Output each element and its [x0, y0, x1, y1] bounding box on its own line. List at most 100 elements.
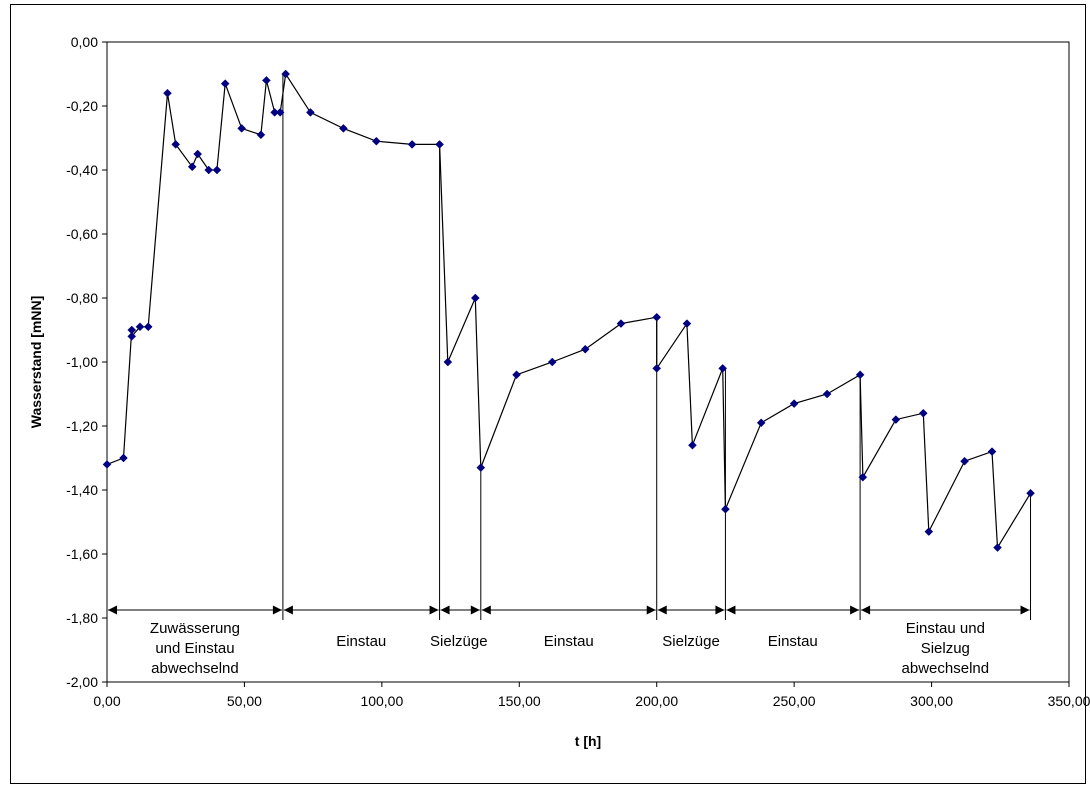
- data-point: [212, 165, 222, 175]
- arrow-head: [1020, 605, 1030, 615]
- y-tick-label: -1,40: [66, 482, 98, 498]
- data-point: [256, 130, 266, 140]
- data-point: [512, 370, 521, 380]
- plot-area: [106, 41, 1070, 683]
- arrow-head: [108, 605, 117, 615]
- data-point: [237, 124, 247, 133]
- arrow-head: [726, 605, 736, 615]
- data-point: [435, 140, 444, 149]
- arrow-head: [470, 605, 480, 615]
- data-point: [372, 136, 381, 146]
- y-tick-label: -0,40: [66, 162, 98, 178]
- x-tick-label: 200,00: [635, 693, 678, 709]
- phase-label: Einstau: [336, 633, 386, 650]
- data-point: [688, 440, 697, 450]
- data-point: [547, 357, 557, 367]
- data-point: [993, 543, 1002, 552]
- y-tick-label: -1,80: [66, 610, 98, 626]
- data-point: [924, 527, 934, 536]
- data-point: [789, 399, 799, 408]
- arrow-head: [481, 605, 491, 615]
- series-line: [106, 72, 1032, 550]
- data-point: [1026, 488, 1035, 498]
- arrow-head: [850, 605, 860, 615]
- data-point: [127, 332, 137, 341]
- data-point: [163, 88, 172, 98]
- x-axis-title: t [h]: [575, 733, 601, 749]
- data-point: [718, 364, 728, 373]
- arrow-head: [861, 605, 871, 615]
- y-tick-label: -2,00: [66, 674, 98, 690]
- data-point: [721, 504, 730, 514]
- y-tick-label: -0,80: [66, 290, 98, 306]
- y-tick-label: -0,20: [66, 98, 98, 114]
- data-point: [960, 456, 969, 466]
- x-tick-label: 250,00: [773, 693, 816, 709]
- phase-label: und Einstau: [155, 640, 234, 657]
- data-point: [652, 312, 662, 322]
- phase-annotations: Zuwässerung und Einstau abwechselnd Einstau…: [106, 74, 1032, 677]
- arrow-head: [272, 605, 282, 615]
- data-point: [682, 319, 692, 328]
- data-point: [275, 108, 285, 117]
- phase-label: abwechselnd: [151, 660, 239, 677]
- data-point: [281, 69, 291, 79]
- y-tick-label: -1,00: [66, 354, 98, 370]
- x-tick-label: 0,00: [93, 693, 120, 709]
- phase-label: Zuwässerung: [150, 620, 240, 637]
- arrow-head: [440, 605, 450, 615]
- data-point: [306, 108, 315, 117]
- data-point: [193, 149, 203, 159]
- arrow-head: [715, 605, 725, 615]
- x-axis: 0,00 50,00 100,00 150,00 200,00 250,00 300,00 3…: [93, 682, 1090, 709]
- x-tick-label: 100,00: [360, 693, 403, 709]
- phase-label: Einstau: [768, 633, 818, 650]
- data-point: [855, 370, 865, 380]
- data-point: [443, 357, 453, 367]
- data-point: [102, 460, 112, 469]
- series-line-group: [106, 72, 1032, 550]
- phase-label-sielzuege: Sielzüge: [430, 633, 488, 650]
- phase-label: Einstau und: [906, 620, 985, 637]
- data-point: [616, 319, 626, 328]
- data-point: [476, 463, 486, 472]
- phase-label: Sielzug: [921, 640, 970, 657]
- data-point: [652, 364, 662, 373]
- chart-frame: [10, 4, 1086, 784]
- data-markers: [102, 69, 1035, 552]
- phase-label: abwechselnd: [902, 660, 990, 677]
- data-point: [220, 79, 230, 88]
- y-tick-label: -1,60: [66, 546, 98, 562]
- data-point: [187, 162, 197, 172]
- data-point: [204, 165, 214, 175]
- phase-label: Einstau: [544, 633, 594, 650]
- y-axis-title: Wasserstand [mNN]: [28, 296, 44, 429]
- data-point: [580, 344, 590, 354]
- x-tick-label: 150,00: [498, 693, 541, 709]
- data-point: [756, 418, 766, 428]
- y-tick-label: -0,60: [66, 226, 98, 242]
- data-point: [143, 322, 153, 332]
- data-point: [891, 415, 901, 424]
- arrow-head: [657, 605, 667, 615]
- data-point: [918, 408, 928, 418]
- data-point: [171, 140, 181, 149]
- data-point: [822, 389, 832, 399]
- data-point: [858, 472, 868, 482]
- data-point: [119, 453, 128, 463]
- x-tick-label: 350,00: [1048, 693, 1090, 709]
- data-point: [339, 124, 348, 133]
- arrow-head: [283, 605, 293, 615]
- x-tick-label: 300,00: [910, 693, 953, 709]
- data-point: [135, 322, 145, 332]
- y-axis: 0,00 -0,20 -0,40 -0,60 -0,80 -1,00 -1,20 -1,40 -…: [66, 34, 107, 690]
- arrow-head: [429, 605, 439, 615]
- data-point: [262, 76, 271, 85]
- y-tick-label: -1,20: [66, 418, 98, 434]
- x-tick-label: 50,00: [227, 693, 262, 709]
- phase-label-sielzuege: Sielzüge: [662, 633, 720, 650]
- arrow-head: [646, 605, 656, 615]
- data-point: [470, 293, 480, 303]
- data-point: [987, 447, 997, 456]
